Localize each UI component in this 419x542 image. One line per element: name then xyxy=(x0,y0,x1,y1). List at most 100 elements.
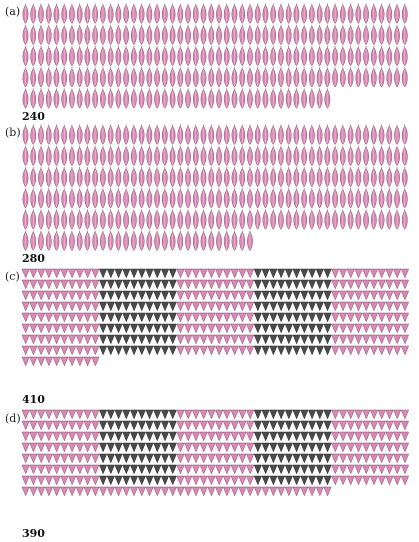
leaf-icon xyxy=(324,166,331,188)
pink-triangle-icon xyxy=(184,290,193,301)
pink-triangle-icon xyxy=(238,442,247,453)
leaf-icon xyxy=(69,88,75,109)
pink-triangle-icon xyxy=(199,268,208,279)
leaf-icon xyxy=(285,45,292,67)
dark-triangle-icon xyxy=(315,312,324,323)
dark-triangle-icon xyxy=(323,409,332,420)
pink-triangle-icon xyxy=(29,453,38,464)
pink-triangle-icon xyxy=(215,334,224,345)
leaf-icon xyxy=(363,45,369,67)
leaf-icon xyxy=(100,188,106,209)
leaf-icon xyxy=(254,88,261,109)
pink-triangle-icon xyxy=(21,486,30,497)
leaf-icon xyxy=(61,166,68,188)
leaf-icon xyxy=(161,188,168,209)
leaf-icon xyxy=(278,45,284,67)
dark-triangle-icon xyxy=(315,323,324,334)
leaf-icon xyxy=(185,67,191,88)
dark-triangle-icon xyxy=(269,464,278,475)
leaf-icon xyxy=(192,88,199,109)
pink-triangle-icon xyxy=(230,323,239,334)
leaf-icon xyxy=(200,209,207,230)
leaf-icon xyxy=(123,88,129,109)
leaf-icon xyxy=(363,145,369,167)
pink-triangle-icon xyxy=(362,431,371,442)
pink-triangle-icon xyxy=(199,453,208,464)
pink-triangle-icon xyxy=(207,334,216,345)
pink-triangle-icon xyxy=(215,268,224,279)
dark-triangle-icon xyxy=(137,442,146,453)
pink-triangle-icon xyxy=(37,442,46,453)
pink-triangle-icon xyxy=(300,486,309,497)
leaf-icon xyxy=(208,45,215,67)
leaf-icon xyxy=(30,124,37,145)
dark-triangle-icon xyxy=(114,420,123,431)
dark-triangle-icon xyxy=(323,290,332,301)
pink-triangle-icon xyxy=(191,345,201,356)
leaf-icon xyxy=(146,188,153,209)
dark-triangle-icon xyxy=(137,323,146,334)
leaf-icon xyxy=(100,124,106,145)
leaf-icon xyxy=(223,188,230,209)
dark-triangle-icon xyxy=(300,268,309,279)
leaf-icon xyxy=(278,209,284,230)
leaf-icon xyxy=(239,145,246,167)
pink-triangle-icon xyxy=(215,420,224,431)
dark-triangle-icon xyxy=(168,420,177,431)
leaf-icon xyxy=(138,209,145,230)
dark-triangle-icon xyxy=(308,464,317,475)
dark-triangle-icon xyxy=(284,431,293,442)
pink-triangle-icon xyxy=(393,323,402,334)
pink-triangle-icon xyxy=(60,431,69,442)
pink-triangle-icon xyxy=(369,301,379,312)
dark-triangle-icon xyxy=(106,334,115,345)
pink-triangle-icon xyxy=(230,464,239,475)
pink-triangle-icon xyxy=(21,334,30,345)
panel-a-total: 240 xyxy=(22,110,45,123)
pink-triangle-icon xyxy=(369,323,379,334)
pink-triangle-icon xyxy=(331,290,340,301)
dark-triangle-icon xyxy=(284,301,293,312)
pink-triangle-icon xyxy=(191,420,201,431)
leaf-icon xyxy=(192,145,199,167)
leaf-icon xyxy=(22,3,29,24)
pink-triangle-icon xyxy=(60,345,69,356)
pink-triangle-icon xyxy=(176,475,185,486)
leaf-icon xyxy=(123,124,129,145)
pink-triangle-icon xyxy=(354,442,363,453)
dark-triangle-icon xyxy=(114,290,123,301)
dark-triangle-icon xyxy=(153,420,162,431)
leaf-icon xyxy=(53,166,60,188)
pink-triangle-icon xyxy=(68,345,77,356)
leaf-icon xyxy=(254,45,261,67)
leaf-icon xyxy=(309,88,315,109)
dark-triangle-icon xyxy=(122,312,131,323)
dark-triangle-icon xyxy=(99,464,108,475)
dark-triangle-icon xyxy=(137,301,146,312)
leaf-icon xyxy=(254,166,261,188)
dark-triangle-icon xyxy=(106,431,115,442)
pink-triangle-icon xyxy=(91,356,100,367)
dark-triangle-icon xyxy=(129,442,139,453)
pink-triangle-icon xyxy=(400,464,410,475)
pink-triangle-icon xyxy=(215,442,224,453)
leaf-icon xyxy=(123,166,129,188)
leaf-icon xyxy=(123,230,129,251)
pink-triangle-icon xyxy=(199,279,208,290)
pink-triangle-icon xyxy=(369,334,379,345)
pink-triangle-icon xyxy=(75,301,84,312)
dark-triangle-icon xyxy=(153,431,162,442)
leaf-icon xyxy=(138,145,145,167)
pink-triangle-icon xyxy=(246,323,255,334)
pink-triangle-icon xyxy=(362,301,371,312)
leaf-icon xyxy=(285,209,292,230)
leaf-icon xyxy=(30,24,37,46)
dark-triangle-icon xyxy=(106,475,115,486)
pink-triangle-icon xyxy=(238,323,247,334)
pink-triangle-icon xyxy=(83,442,92,453)
pink-triangle-icon xyxy=(238,431,247,442)
pink-triangle-icon xyxy=(346,290,355,301)
leaf-icon xyxy=(138,45,145,67)
pink-triangle-icon xyxy=(191,312,201,323)
leaf-icon xyxy=(22,24,29,46)
